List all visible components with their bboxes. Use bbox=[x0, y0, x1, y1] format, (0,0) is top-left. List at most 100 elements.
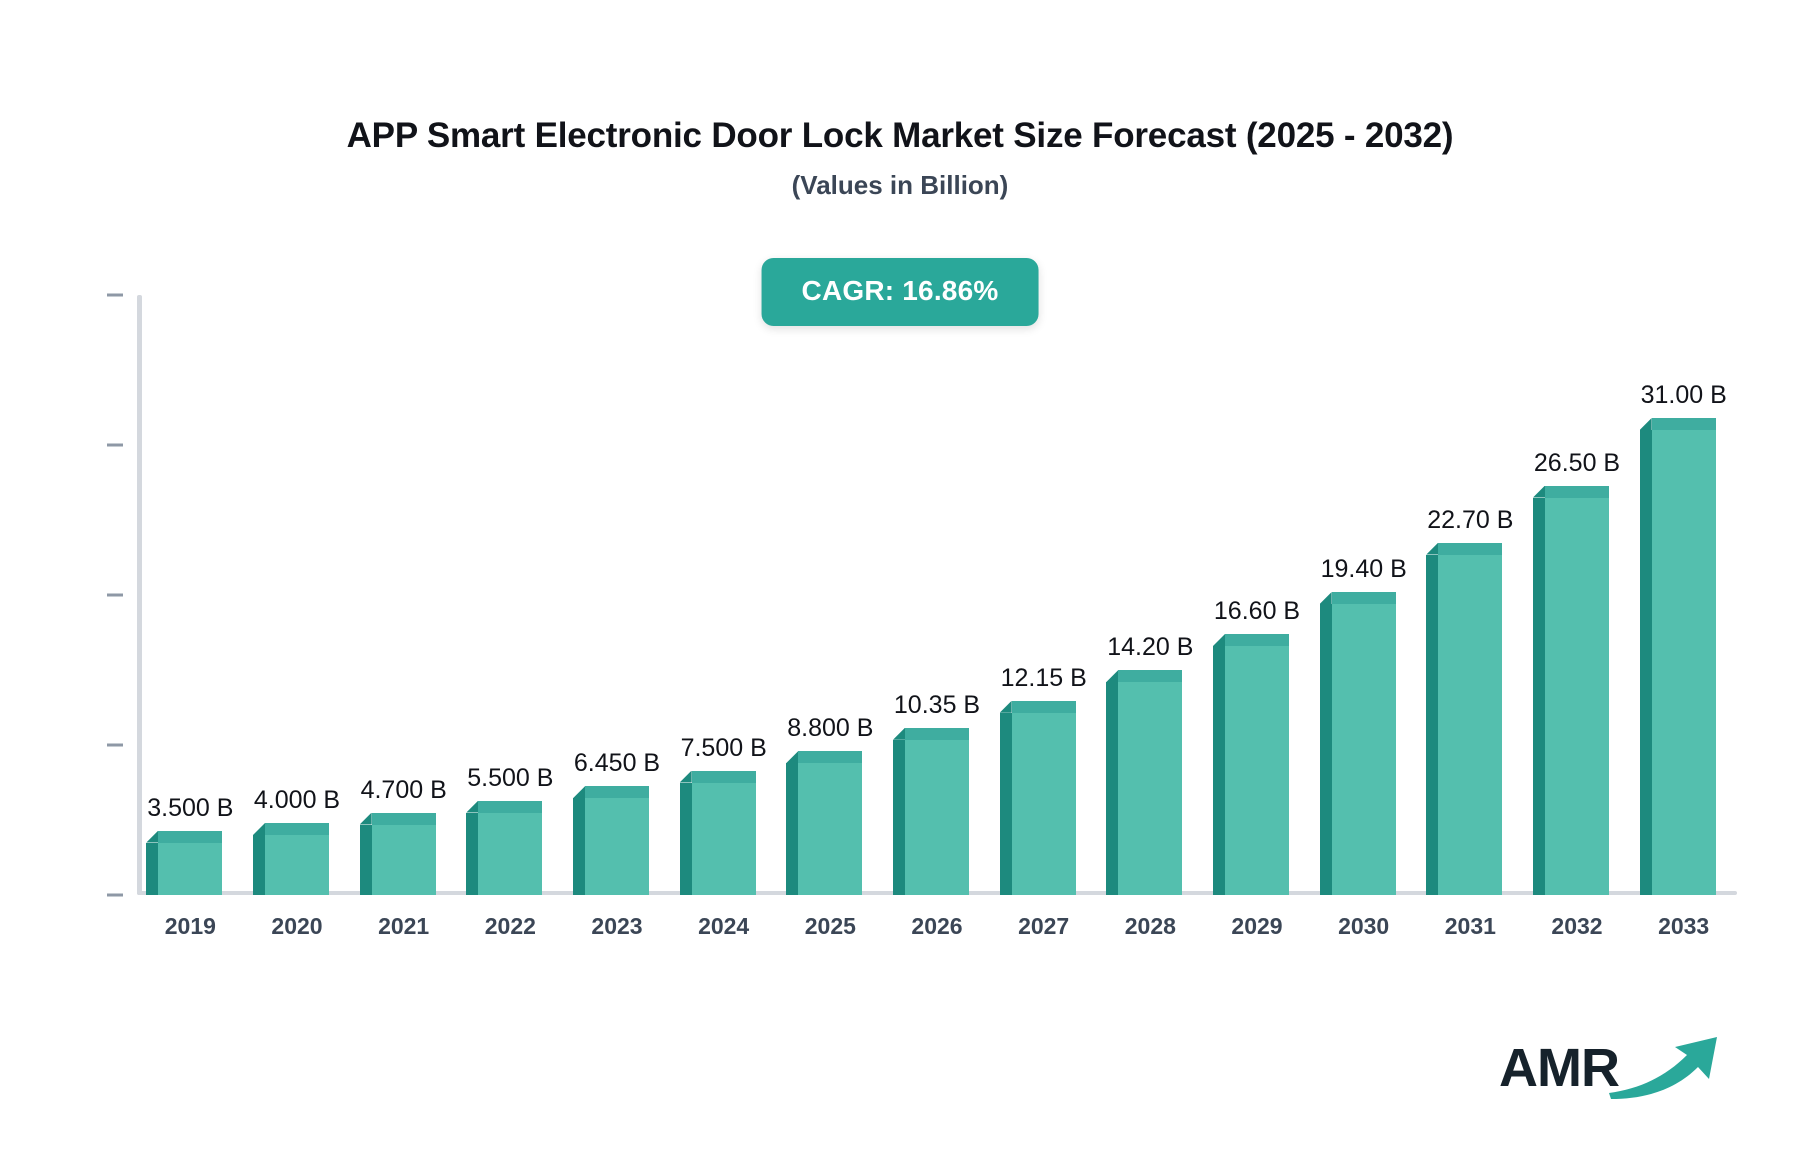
bar-front-face bbox=[1011, 712, 1076, 895]
bar-value-label: 26.50 B bbox=[1533, 448, 1621, 477]
y-axis-tick-mark bbox=[107, 293, 123, 297]
bar-side-face bbox=[146, 842, 159, 895]
bar-side-bevel bbox=[1639, 418, 1652, 430]
bar-front-face bbox=[585, 798, 649, 895]
bar-item[interactable]: 16.60 B bbox=[1213, 597, 1301, 895]
bar-value-label: 5.500 B bbox=[467, 763, 554, 792]
bar-top-face bbox=[478, 800, 543, 813]
x-axis-tick-label: 2027 bbox=[1018, 913, 1070, 939]
x-axis-tick-label: 2024 bbox=[698, 913, 750, 939]
x-axis-tick-label: 2026 bbox=[911, 913, 963, 939]
bar-top-face bbox=[158, 830, 223, 843]
bar-front-face bbox=[905, 739, 969, 895]
bar-side-face bbox=[999, 712, 1012, 895]
x-axis-tick-label: 2021 bbox=[378, 913, 430, 939]
bar-item[interactable]: 4.700 B bbox=[359, 776, 448, 895]
x-axis-tick-label: 2029 bbox=[1231, 913, 1283, 939]
bar-side-face bbox=[1106, 682, 1119, 895]
bar-top-face bbox=[1438, 542, 1503, 555]
bar-item[interactable]: 14.20 B bbox=[1106, 633, 1194, 895]
bar-side-face bbox=[573, 798, 585, 895]
bar-top-face bbox=[265, 823, 329, 835]
x-axis-tick-label: 2019 bbox=[164, 913, 216, 939]
bar-side-bevel bbox=[893, 727, 905, 740]
bar-top-face bbox=[1011, 700, 1076, 713]
bar-top-face bbox=[1651, 418, 1716, 430]
bar-front-face bbox=[1331, 604, 1396, 895]
bar-side-face bbox=[1639, 430, 1652, 895]
bar-item[interactable]: 4.000 B bbox=[253, 786, 341, 895]
bar-front-face bbox=[158, 842, 223, 895]
bar-item[interactable]: 22.70 B bbox=[1426, 506, 1514, 895]
bar-value-label: 10.35 B bbox=[893, 690, 981, 719]
bar-value-label: 4.700 B bbox=[360, 775, 447, 804]
bar-side-bevel bbox=[1106, 670, 1119, 682]
bar-side-bevel bbox=[1533, 485, 1545, 498]
bar-top-face bbox=[1225, 634, 1289, 646]
x-axis-tick-label: 2023 bbox=[591, 913, 643, 939]
bar-front-face bbox=[371, 824, 436, 895]
bar-side-face bbox=[1319, 604, 1332, 895]
bar-item[interactable]: 26.50 B bbox=[1533, 449, 1621, 895]
bar-side-bevel bbox=[1213, 634, 1225, 646]
bar-top-face bbox=[798, 751, 863, 763]
bar-top-face bbox=[1331, 592, 1396, 604]
bar-top-face bbox=[371, 812, 436, 825]
x-axis-tick-label: 2032 bbox=[1551, 913, 1603, 939]
bar-item[interactable]: 6.450 B bbox=[573, 749, 661, 895]
y-axis-tick-mark bbox=[107, 893, 123, 897]
bar-side-bevel bbox=[679, 770, 692, 783]
bar-item[interactable]: 3.500 B bbox=[146, 794, 234, 895]
bar-side-bevel bbox=[253, 823, 265, 835]
bar-side-bevel bbox=[786, 751, 799, 763]
bar-side-bevel bbox=[573, 786, 585, 799]
bar-item[interactable]: 31.00 B bbox=[1639, 381, 1728, 895]
bar-item[interactable]: 8.800 B bbox=[786, 714, 874, 895]
bar-front-face bbox=[1118, 682, 1183, 895]
bar-side-face bbox=[1533, 497, 1545, 895]
bar-side-bevel bbox=[359, 812, 372, 825]
bar-front-face bbox=[1651, 430, 1716, 895]
x-axis-tick-label: 2033 bbox=[1658, 913, 1710, 939]
bar-side-bevel bbox=[999, 700, 1012, 713]
bar-front-face bbox=[265, 835, 329, 895]
bar-value-label: 8.800 B bbox=[787, 714, 874, 742]
x-axis-tick-label: 2025 bbox=[804, 913, 856, 939]
bar-item[interactable]: 5.500 B bbox=[466, 764, 554, 895]
y-axis-line bbox=[137, 295, 142, 895]
bar-top-face bbox=[1545, 485, 1609, 498]
bar-front-face bbox=[691, 782, 756, 895]
trend-up-arrow-icon bbox=[1605, 1029, 1725, 1104]
amr-wordmark: AMR bbox=[1499, 1037, 1620, 1098]
bar-side-bevel bbox=[1426, 542, 1439, 555]
bar-item[interactable]: 10.35 B bbox=[893, 691, 981, 895]
bar-item[interactable]: 7.500 B bbox=[679, 734, 768, 895]
bar-side-face bbox=[893, 739, 905, 895]
bar-side-face bbox=[679, 782, 692, 895]
bar-top-face bbox=[585, 786, 649, 799]
bar-value-label: 19.40 B bbox=[1320, 555, 1407, 583]
bar-value-label: 7.500 B bbox=[680, 733, 767, 762]
bar-item[interactable]: 19.40 B bbox=[1319, 555, 1408, 895]
bar-side-face bbox=[786, 763, 799, 895]
bar-side-face bbox=[466, 812, 479, 895]
bar-side-bevel bbox=[466, 800, 479, 813]
bar-side-face bbox=[253, 835, 265, 895]
bar-top-face bbox=[691, 770, 756, 783]
bar-side-face bbox=[1426, 554, 1439, 895]
chart-subtitle: (Values in Billion) bbox=[791, 170, 1009, 200]
bar-front-face bbox=[1438, 554, 1503, 895]
y-axis-tick-mark bbox=[107, 443, 123, 447]
amr-logo: AMR bbox=[1499, 1029, 1725, 1106]
bar-value-label: 31.00 B bbox=[1640, 381, 1727, 409]
bar-top-face bbox=[905, 727, 969, 740]
cagr-badge: CAGR: 16.86% bbox=[761, 258, 1039, 326]
x-axis-tick-label: 2031 bbox=[1444, 913, 1496, 939]
bar-side-bevel bbox=[1319, 592, 1332, 604]
x-axis-tick-label: 2028 bbox=[1124, 913, 1176, 939]
bar-side-face bbox=[359, 824, 372, 895]
bar-value-label: 14.20 B bbox=[1107, 633, 1194, 661]
bar-item[interactable]: 12.15 B bbox=[999, 664, 1088, 895]
